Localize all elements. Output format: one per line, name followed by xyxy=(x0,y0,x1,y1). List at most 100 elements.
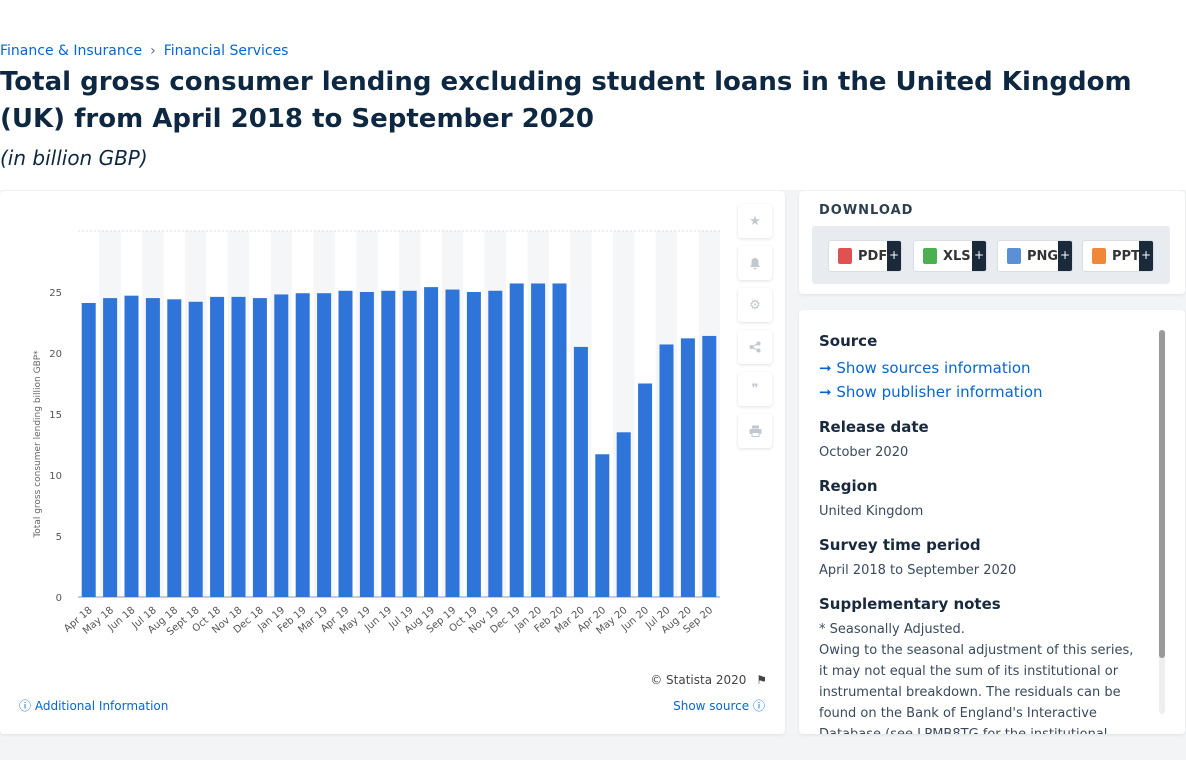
bar xyxy=(167,299,182,597)
flag-icon[interactable]: ⚑ xyxy=(756,673,767,687)
bar xyxy=(274,294,289,597)
pdf-file-icon xyxy=(838,248,852,264)
bar xyxy=(595,454,610,597)
scrollbar-thumb[interactable] xyxy=(1159,330,1165,658)
source-heading: Source xyxy=(819,332,878,350)
y-tick-label: 5 xyxy=(56,532,62,543)
y-tick-label: 25 xyxy=(49,288,62,299)
show-source-label: Show source xyxy=(673,699,750,713)
y-tick-label: 0 xyxy=(56,593,62,604)
quote-icon[interactable]: ❞ xyxy=(738,372,772,406)
download-pdf-button[interactable]: PDF + xyxy=(828,240,902,272)
bar xyxy=(402,290,417,597)
info-scrollbar[interactable] xyxy=(1159,330,1165,714)
bar xyxy=(210,296,225,597)
bar xyxy=(573,346,588,597)
download-png-button[interactable]: PNG + xyxy=(997,240,1073,272)
page-title: Total gross consumer lending excluding s… xyxy=(0,67,1132,134)
supplementary-notes-heading: Supplementary notes xyxy=(819,595,1001,613)
bar xyxy=(445,289,460,597)
breadcrumb-finance[interactable]: Finance & Insurance xyxy=(0,43,143,59)
bar xyxy=(231,296,246,597)
star-icon[interactable]: ★ xyxy=(738,204,772,238)
xls-file-icon xyxy=(923,248,937,264)
bar xyxy=(103,298,118,597)
show-source-link[interactable]: Show source ⓘ xyxy=(673,697,765,714)
ppt-file-icon xyxy=(1092,248,1106,264)
plus-icon: + xyxy=(887,241,901,271)
download-buttons: PDF + XLS + PNG + PPT + xyxy=(812,226,1170,284)
info-icon: ⓘ xyxy=(19,699,32,713)
download-ppt-button[interactable]: PPT + xyxy=(1082,240,1154,272)
bar xyxy=(638,383,653,597)
bar xyxy=(81,302,96,597)
show-sources-link[interactable]: ➞ Show sources information xyxy=(819,356,1139,380)
chart-card: 0 5 10 15 20 25 Apr 18 May 18 Jun 18 Jul 18 Aug 18… xyxy=(0,191,785,734)
plus-icon: + xyxy=(972,241,986,271)
survey-period-heading: Survey time period xyxy=(819,536,981,554)
info-content: Source ➞ Show sources information ➞ Show… xyxy=(819,332,1139,734)
y-tick-label: 20 xyxy=(49,349,62,360)
breadcrumb-separator: › xyxy=(150,43,156,59)
survey-period-value: April 2018 to September 2020 xyxy=(819,563,1017,578)
bar xyxy=(124,295,139,597)
bar xyxy=(488,290,503,597)
bar xyxy=(359,292,374,597)
bar xyxy=(188,301,203,597)
y-tick-label: 15 xyxy=(49,410,62,421)
show-publisher-label: Show publisher information xyxy=(836,383,1043,401)
bar xyxy=(466,292,481,597)
bar xyxy=(295,293,310,597)
breadcrumb-financial-services[interactable]: Financial Services xyxy=(163,43,289,59)
bar xyxy=(552,283,567,597)
y-axis-label: Total gross consumer lending billion GBP… xyxy=(33,350,43,539)
additional-information-link[interactable]: ⓘ Additional Information xyxy=(19,697,168,714)
download-pdf-label: PDF xyxy=(858,248,888,264)
info-icon: ⓘ xyxy=(752,699,765,713)
download-xls-label: XLS xyxy=(943,248,971,264)
region-value: United Kingdom xyxy=(819,504,924,519)
copyright-text: © Statista 2020 xyxy=(650,673,747,687)
copyright: © Statista 2020 ⚑ xyxy=(650,673,767,687)
download-xls-button[interactable]: XLS + xyxy=(913,240,987,272)
supplementary-notes-line2: Owing to the seasonal adjustment of this… xyxy=(819,643,1134,734)
arrow-right-icon: ➞ xyxy=(819,383,837,401)
bar xyxy=(145,298,160,597)
bar xyxy=(702,335,717,597)
release-date-heading: Release date xyxy=(819,418,929,436)
png-file-icon xyxy=(1007,248,1021,264)
additional-information-label: Additional Information xyxy=(34,699,169,713)
share-icon[interactable] xyxy=(738,330,772,364)
region-heading: Region xyxy=(819,477,878,495)
download-ppt-label: PPT xyxy=(1112,248,1140,264)
info-card: Source ➞ Show sources information ➞ Show… xyxy=(799,310,1185,734)
header-area: Finance & Insurance › Financial Services… xyxy=(0,0,1186,190)
download-png-label: PNG xyxy=(1027,248,1059,264)
bar xyxy=(252,298,267,597)
breadcrumb: Finance & Insurance › Financial Services xyxy=(0,43,288,59)
arrow-right-icon: ➞ xyxy=(819,359,837,377)
bar xyxy=(616,432,631,597)
plus-icon: + xyxy=(1058,241,1072,271)
bar xyxy=(659,344,674,597)
bar xyxy=(680,338,695,597)
bell-icon[interactable] xyxy=(738,246,772,280)
supplementary-notes-line1: * Seasonally Adjusted. xyxy=(819,622,965,637)
bar xyxy=(509,283,524,597)
show-publisher-link[interactable]: ➞ Show publisher information xyxy=(819,380,1139,404)
page-subtitle: (in billion GBP) xyxy=(0,146,148,170)
bar xyxy=(424,287,439,597)
download-heading: DOWNLOAD xyxy=(819,203,914,218)
gear-icon[interactable]: ⚙ xyxy=(738,288,772,322)
chart-toolbar: ★ ⚙ ❞ xyxy=(738,204,772,456)
show-sources-label: Show sources information xyxy=(836,359,1031,377)
release-date-value: October 2020 xyxy=(819,445,909,460)
y-tick-label: 10 xyxy=(49,471,62,482)
bar xyxy=(381,290,396,597)
bar xyxy=(338,290,353,597)
print-icon[interactable] xyxy=(738,414,772,448)
bar xyxy=(531,283,546,597)
download-card: DOWNLOAD PDF + XLS + PNG + PPT + xyxy=(799,191,1185,294)
bar xyxy=(317,293,332,597)
